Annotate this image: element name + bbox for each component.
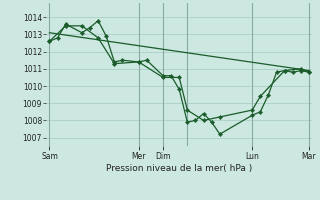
X-axis label: Pression niveau de la mer( hPa ): Pression niveau de la mer( hPa ) xyxy=(106,164,252,173)
